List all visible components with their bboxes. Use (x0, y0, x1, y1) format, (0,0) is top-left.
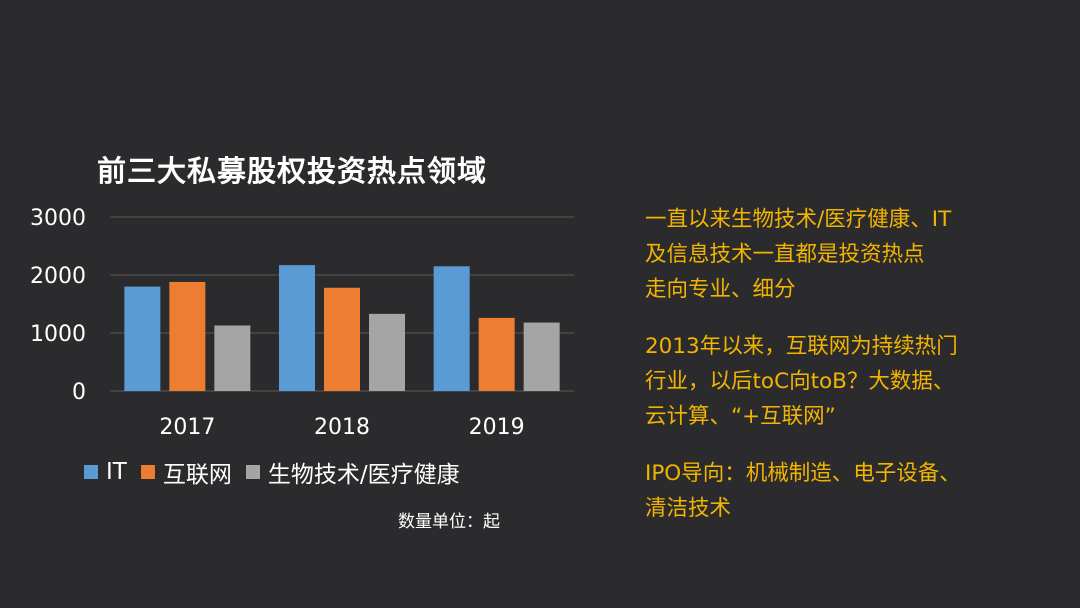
note-line: 及信息技术一直都是投资热点 (645, 242, 925, 267)
note-line: IPO导向：机械制造、电子设备、 (645, 461, 961, 486)
bar (324, 287, 360, 391)
bar (478, 317, 515, 391)
legend-item-it: IT (84, 459, 127, 485)
x-tick-label: 2018 (314, 415, 370, 440)
legend-swatch-it (84, 465, 98, 479)
bar (124, 286, 161, 391)
x-tick-label: 2017 (159, 415, 215, 440)
bar (369, 313, 405, 391)
y-tick-label: 2000 (30, 264, 86, 289)
note-line: 云计算、“+互联网” (645, 404, 836, 429)
legend-item-biotech: 生物技术/医疗健康 (245, 455, 460, 489)
legend-label-internet: 互联网 (162, 462, 232, 488)
legend-swatch-internet (140, 465, 155, 479)
legend-item-internet: 互联网 (140, 455, 232, 489)
chart-legend: IT 互联网 生物技术/医疗健康 (84, 455, 460, 489)
bar (523, 322, 560, 391)
y-tick-label: 1000 (30, 322, 86, 347)
note-line: 走向专业、细分 (645, 277, 796, 302)
bar (279, 265, 315, 391)
note-block-3: IPO导向：机械制造、电子设备、 清洁技术 (645, 456, 1065, 526)
unit-note: 数量单位：起 (398, 512, 500, 532)
notes-panel: 一直以来生物技术/医疗健康、IT 及信息技术一直都是投资热点 走向专业、细分 2… (645, 202, 1065, 548)
note-line: 2013年以来，互联网为持续热门 (645, 334, 958, 359)
bar (214, 325, 251, 391)
y-tick-label: 0 (72, 380, 86, 405)
note-line: 清洁技术 (645, 496, 732, 521)
note-block-2: 2013年以来，互联网为持续热门 行业，以后toC向toB？大数据、 云计算、“… (645, 329, 1065, 434)
chart-title: 前三大私募股权投资热点领域 (97, 154, 488, 188)
note-line: 一直以来生物技术/医疗健康、IT (645, 207, 952, 232)
x-tick-label: 2019 (469, 415, 525, 440)
y-tick-label: 3000 (30, 206, 86, 231)
bar (433, 266, 470, 391)
note-line: 行业，以后toC向toB？大数据、 (645, 369, 955, 394)
note-block-1: 一直以来生物技术/医疗健康、IT 及信息技术一直都是投资热点 走向专业、细分 (645, 202, 1065, 307)
legend-label-it: IT (106, 459, 127, 485)
bar (169, 281, 206, 391)
legend-swatch-biotech (245, 465, 260, 479)
legend-label-biotech: 生物技术/医疗健康 (267, 462, 460, 488)
